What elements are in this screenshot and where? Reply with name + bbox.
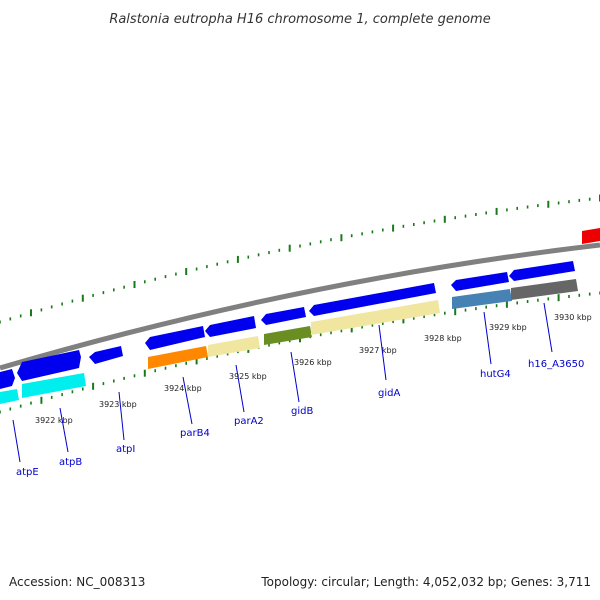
gene-label: atpE (16, 467, 39, 478)
leader-line (543, 302, 553, 353)
tick-label: 3930 kbp (554, 313, 592, 322)
gene-labels: atpE atpB atpI parB4 parA2 gidB gidA hut… (16, 359, 584, 478)
cog-block (511, 279, 578, 300)
cds-arrow (261, 307, 306, 325)
cog-block (0, 389, 19, 404)
tick-label: 3923 kbp (99, 400, 137, 409)
genome-backbone (0, 242, 600, 371)
cds-arrow (205, 316, 256, 337)
gene-label: h16_A3650 (528, 359, 584, 370)
cog-block (452, 289, 512, 309)
cds-arrow (509, 261, 575, 281)
leader-line (378, 324, 387, 381)
cds-arrow (17, 350, 81, 381)
leader-line (290, 351, 300, 403)
leader-line (235, 364, 245, 413)
scale-ticks: 3922 kbp 3923 kbp 3924 kbp 3925 kbp 3926… (35, 313, 592, 425)
gene-label: hutG4 (480, 369, 511, 380)
cds-arrow (0, 369, 15, 389)
tick-label: 3929 kbp (489, 323, 527, 332)
cog-block (148, 346, 208, 369)
gene-label: parB4 (180, 428, 210, 439)
tick-label: 3925 kbp (229, 372, 267, 381)
cog-block (208, 336, 260, 357)
cog-block (264, 326, 312, 345)
cds-arrow (309, 283, 436, 316)
gene-label: gidA (378, 388, 400, 399)
leader-line (483, 311, 492, 365)
genome-summary: Topology: circular; Length: 4,052,032 bp… (260, 575, 591, 589)
cds-arrow-red (582, 228, 600, 244)
gene-label: atpB (59, 457, 82, 468)
tick-label: 3927 kbp (359, 346, 397, 355)
cds-track-upper (0, 228, 600, 389)
map-title: Ralstonia eutropha H16 chromosome 1, com… (109, 12, 490, 27)
outer-tick-ring (0, 194, 600, 324)
cds-arrow (451, 272, 509, 291)
tick-label: 3924 kbp (164, 384, 202, 393)
leader-line (12, 419, 21, 463)
gene-label: gidB (291, 406, 313, 417)
tick-label: 3922 kbp (35, 416, 73, 425)
leader-line (118, 391, 125, 441)
gene-leaders (12, 302, 553, 463)
gene-label: atpI (116, 444, 135, 455)
cog-block (22, 373, 86, 398)
leader-line (59, 407, 69, 453)
cog-block (311, 300, 440, 335)
cds-arrow (145, 326, 205, 350)
tick-label: 3926 kbp (294, 358, 332, 367)
tick-label: 3928 kbp (424, 334, 462, 343)
gene-label: parA2 (234, 416, 264, 427)
accession-label: Accession: NC_008313 (9, 575, 145, 589)
cog-track (0, 279, 578, 404)
leader-line (182, 376, 193, 425)
cds-arrow (89, 346, 123, 364)
